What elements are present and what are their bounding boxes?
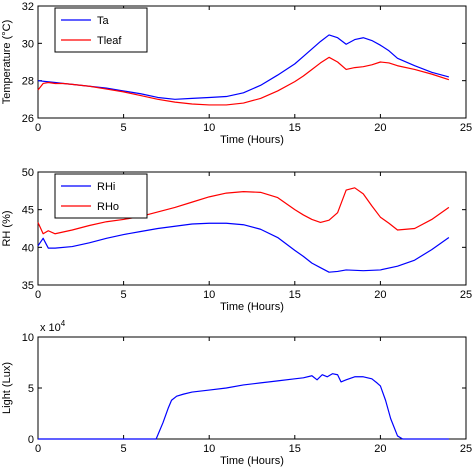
y-tick-label: 10: [22, 332, 34, 344]
x-tick-label: 25: [460, 289, 472, 301]
legend-label-rhi: RHi: [97, 181, 115, 193]
plot-frame: [37, 336, 467, 440]
x-tick-label: 10: [203, 443, 215, 455]
y-tick-label: 32: [22, 1, 34, 13]
x-tick-label: 15: [289, 122, 301, 134]
x-tick-label: 5: [121, 443, 127, 455]
x-tick-label: 10: [203, 289, 215, 301]
y-axis-label: RH (%): [1, 210, 13, 246]
x-tick-label: 0: [35, 443, 41, 455]
x-tick-label: 0: [35, 122, 41, 134]
legend: RHi RHo: [54, 173, 148, 219]
legend-label-tleaf: Tleaf: [97, 35, 122, 47]
x-tick-label: 25: [460, 443, 472, 455]
x-axis-label: Time (Hours): [220, 134, 284, 146]
x-tick-label: 5: [121, 289, 127, 301]
series-line-tleaf: [37, 56, 450, 106]
y-tick-label: 45: [22, 205, 34, 217]
legend-box: [54, 7, 148, 53]
series-line-1: [38, 373, 449, 440]
y-tick-label: 40: [22, 242, 34, 254]
x-tick-label: 10: [203, 122, 215, 134]
y-tick-label: 35: [22, 280, 34, 292]
x-tick-label: 15: [289, 443, 301, 455]
y-tick-label: 50: [22, 167, 34, 179]
x-tick-label: 0: [35, 289, 41, 301]
y-tick-label: 28: [22, 76, 34, 88]
legend-label-rho: RHo: [97, 201, 119, 213]
chart-panel-1: 0 5 10 15 20 25 26 28 30 32 Time (Hours) Temperatur…: [1, 1, 472, 146]
y-tick-label: 5: [28, 383, 34, 395]
y-tick-label: 30: [22, 38, 34, 50]
chart-panel-3: 0 5 10 15 20 25 0 5 10 Time (Hours) Light (Lux) x 1…: [1, 319, 472, 467]
x-tick-label: 25: [460, 122, 472, 134]
x-tick-label: 15: [289, 289, 301, 301]
x-tick-label: 20: [374, 443, 386, 455]
legend-box: [54, 173, 148, 219]
y-axis-multiplier: x 104: [40, 319, 66, 334]
x-tick-label: 20: [374, 289, 386, 301]
legend: Ta Tleaf: [54, 7, 148, 53]
series-line-rhi: [37, 222, 450, 273]
y-axis-label: Temperature (°C): [1, 20, 13, 104]
x-axis-label: Time (Hours): [220, 455, 284, 467]
y-tick-label: 0: [28, 434, 34, 446]
series-line-rho: [37, 187, 450, 235]
x-tick-label: 20: [374, 122, 386, 134]
legend-label-ta: Ta: [97, 15, 110, 27]
x-axis-label: Time (Hours): [220, 301, 284, 313]
y-axis-label: Light (Lux): [1, 362, 13, 414]
x-tick-label: 5: [121, 122, 127, 134]
y-tick-label: 26: [22, 113, 34, 125]
